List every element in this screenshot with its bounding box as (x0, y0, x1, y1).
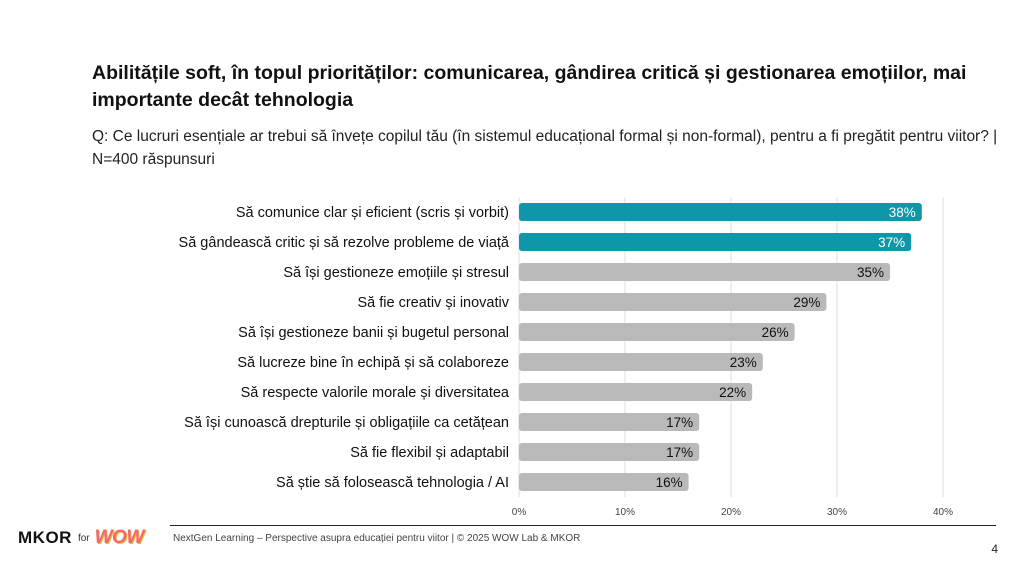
question-subtitle: Q: Ce lucruri esențiale ar trebui să înv… (92, 128, 998, 168)
category-label: Să respecte valorile morale și diversita… (241, 385, 510, 401)
x-tick-label: 20% (721, 507, 741, 518)
x-tick-label: 10% (615, 507, 635, 518)
brand-logo: MKOR for WOW (18, 523, 144, 553)
bar (519, 353, 763, 371)
data-label: 16% (656, 475, 683, 490)
category-label: Să își gestioneze emoțiile și stresul (283, 265, 509, 281)
bar (519, 233, 912, 251)
bar (519, 413, 700, 431)
data-label: 23% (730, 355, 757, 370)
mkor-logo-text: MKOR (18, 528, 72, 547)
bar (519, 473, 689, 491)
category-label: Să gândească critic și să rezolve proble… (179, 235, 510, 251)
category-label: Să știe să folosească tehnologia / AI (276, 475, 509, 491)
data-label: 17% (666, 445, 693, 460)
page-number: 4 (991, 542, 998, 556)
category-label: Să lucreze bine în echipă și să colabore… (237, 355, 509, 371)
data-label: 37% (878, 235, 905, 250)
category-label: Să comunice clar și eficient (scris și v… (236, 205, 509, 221)
data-label: 35% (857, 265, 884, 280)
bar (519, 323, 795, 341)
x-tick-label: 0% (512, 507, 527, 518)
bar (519, 203, 922, 221)
category-label: Să își gestioneze banii și bugetul perso… (238, 325, 509, 341)
data-label: 29% (793, 295, 820, 310)
wow-logo-text: WOW (94, 527, 145, 548)
footer-text: NextGen Learning – Perspective asupra ed… (173, 533, 581, 544)
logo-for-text: for (77, 532, 90, 544)
x-tick-label: 30% (827, 507, 847, 518)
footer-divider (170, 525, 996, 526)
x-tick-label: 40% (933, 507, 953, 518)
bar (519, 293, 827, 311)
data-label: 26% (762, 325, 789, 340)
data-label: 22% (719, 385, 746, 400)
bar (519, 263, 890, 281)
category-label: Să își cunoască drepturile și obligațiil… (184, 415, 509, 431)
category-label: Să fie creativ și inovativ (357, 295, 509, 311)
page-title: Abilitățile soft, în topul priorităților… (92, 62, 967, 111)
bar (519, 443, 700, 461)
bar (519, 383, 753, 401)
data-label: 17% (666, 415, 693, 430)
category-label: Să fie flexibil și adaptabil (350, 445, 509, 461)
data-label: 38% (889, 205, 916, 220)
